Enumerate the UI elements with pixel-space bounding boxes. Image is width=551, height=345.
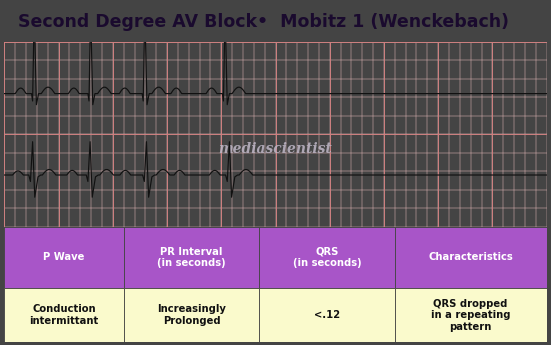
Text: Second Degree AV Block•  Mobitz 1 (Wenckebach): Second Degree AV Block• Mobitz 1 (Wencke…	[18, 13, 509, 31]
Text: P Wave: P Wave	[44, 253, 85, 263]
Bar	[4, 288, 123, 342]
Text: <.12: <.12	[314, 310, 340, 320]
Text: QRS dropped
in a repeating
pattern: QRS dropped in a repeating pattern	[431, 298, 510, 332]
Bar	[395, 227, 547, 288]
Text: Increasingly
Prolonged: Increasingly Prolonged	[157, 304, 226, 326]
Text: Characteristics: Characteristics	[428, 253, 513, 263]
Text: PR Interval
(in seconds): PR Interval (in seconds)	[157, 247, 226, 268]
Bar	[259, 288, 395, 342]
Text: QRS
(in seconds): QRS (in seconds)	[293, 247, 361, 268]
Bar	[4, 227, 123, 288]
Bar	[123, 227, 259, 288]
Text: mediascientist: mediascientist	[219, 142, 332, 156]
Bar	[259, 227, 395, 288]
Text: Conduction
intermittant: Conduction intermittant	[29, 304, 99, 326]
Bar	[123, 288, 259, 342]
Bar	[395, 288, 547, 342]
